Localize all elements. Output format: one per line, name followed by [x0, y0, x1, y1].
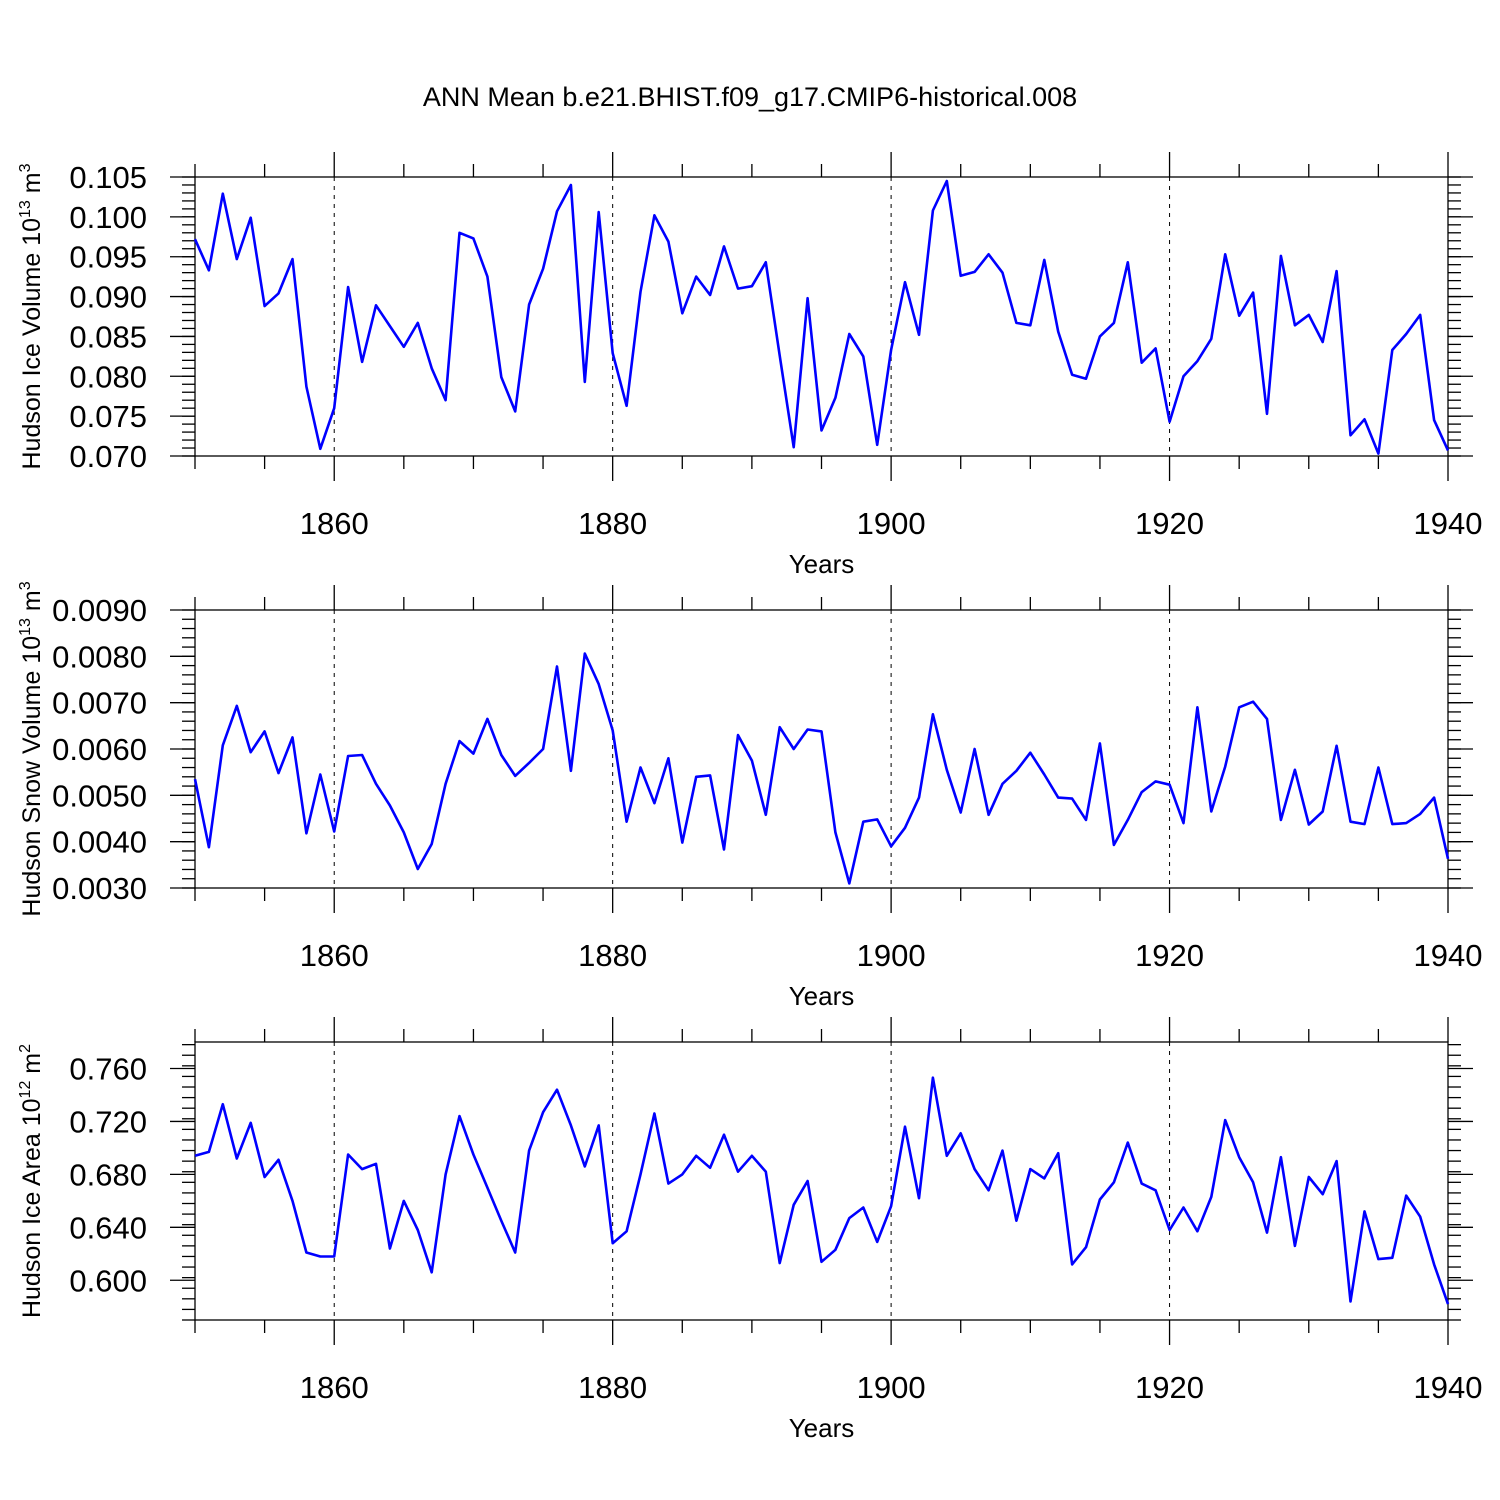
x-tick-label: 1860: [300, 938, 369, 973]
y-tick-label: 0.0030: [52, 871, 147, 906]
x-tick-label: 1940: [1414, 938, 1483, 973]
y-tick-label: 0.0040: [52, 825, 147, 860]
y-tick-label: 0.760: [69, 1051, 147, 1086]
y-tick-label: 0.085: [69, 319, 147, 354]
x-tick-label: 1900: [857, 938, 926, 973]
x-tick-label: 1880: [578, 938, 647, 973]
x-tick-label: 1920: [1135, 938, 1204, 973]
panels: 1860 1880 1900 1920 1940 Years 0.070 0.075 0.080…: [17, 152, 1482, 1443]
y-tick-label: 0.0060: [52, 732, 147, 767]
series-line: [193, 179, 1450, 455]
y-tick-label: 0.0070: [52, 686, 147, 721]
y-tick-label: 0.0090: [52, 593, 147, 628]
y-tick-label: 0.720: [69, 1104, 147, 1139]
y-tick-label: 0.100: [69, 200, 147, 235]
x-tick-label: 1860: [300, 506, 369, 541]
figure-title: ANN Mean b.e21.BHIST.f09_g17.CMIP6-histo…: [423, 82, 1077, 112]
y-tick-label: 0.095: [69, 240, 147, 275]
y-tick-label: 0.070: [69, 439, 147, 474]
x-tick-label: 1920: [1135, 506, 1204, 541]
y-tick-label: 0.680: [69, 1157, 147, 1192]
y-axis-label: Hudson Ice Area 1012 m2: [17, 1044, 46, 1318]
y-tick-label: 0.080: [69, 359, 147, 394]
panel-3: 1860 1880 1900 1920 1940 Years 0.600 0.640 0.680…: [17, 1017, 1482, 1443]
x-tick-label: 1900: [857, 506, 926, 541]
series-line: [193, 652, 1450, 885]
x-axis-label: Years: [789, 981, 855, 1011]
x-axis-label: Years: [789, 1413, 855, 1443]
y-tick-label: 0.105: [69, 160, 147, 195]
y-tick-label: 0.0050: [52, 778, 147, 813]
x-tick-label: 1940: [1414, 506, 1483, 541]
y-tick-label: 0.600: [69, 1263, 147, 1298]
y-tick-label: 0.640: [69, 1210, 147, 1245]
x-axis-label: Years: [789, 549, 855, 579]
x-tick-label: 1880: [578, 506, 647, 541]
x-tick-label: 1920: [1135, 1370, 1204, 1405]
y-tick-label: 0.090: [69, 280, 147, 315]
series-line: [194, 1076, 1450, 1305]
y-tick-label: 0.075: [69, 399, 147, 434]
panel-1: 1860 1880 1900 1920 1940 Years 0.070 0.075 0.080…: [17, 152, 1482, 579]
x-tick-label: 1900: [857, 1370, 926, 1405]
x-tick-label: 1940: [1414, 1370, 1483, 1405]
y-tick-label: 0.0080: [52, 639, 147, 674]
x-tick-label: 1880: [578, 1370, 647, 1405]
y-axis-label: Hudson Snow Volume 1013 m3: [17, 581, 46, 916]
y-axis-label: Hudson Ice Volume 1013 m3: [17, 163, 46, 469]
x-tick-label: 1860: [300, 1370, 369, 1405]
panel-2: 1860 1880 1900 1920 1940 Years 0.0030 0.0040 0.0…: [17, 581, 1482, 1011]
